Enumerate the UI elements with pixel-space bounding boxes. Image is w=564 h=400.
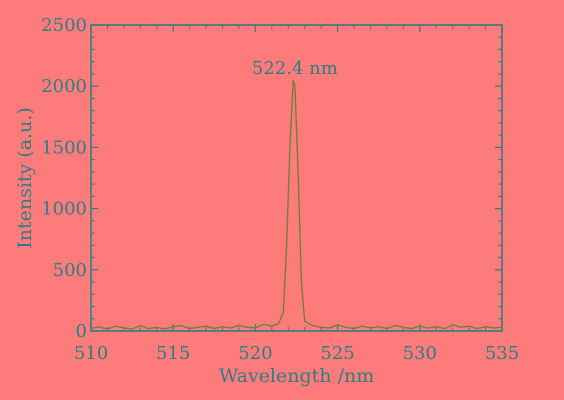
peak-annotation: 522.4 nm (252, 58, 338, 79)
y-tick-label: 1000 (41, 199, 87, 220)
x-tick-label: 530 (403, 343, 437, 364)
y-axis-title: Intensity (a.u.) (14, 107, 36, 249)
y-axis-tick-labels: 0 500 1000 1500 2000 2500 (41, 15, 87, 342)
y-axis-ticks (91, 24, 502, 332)
x-tick-label: 525 (320, 343, 354, 364)
x-axis-tick-labels: 510 515 520 525 530 535 (74, 343, 519, 364)
plot-frame (90, 24, 503, 332)
x-tick-label: 535 (485, 343, 519, 364)
x-tick-label: 510 (74, 343, 108, 364)
y-tick-label: 2500 (41, 15, 87, 36)
y-tick-label: 500 (53, 260, 87, 281)
y-tick-label: 2000 (41, 76, 87, 97)
y-tick-label: 1500 (41, 137, 87, 158)
x-tick-label: 520 (238, 343, 272, 364)
x-axis-title: Wavelength /nm (219, 365, 374, 387)
y-tick-label: 0 (76, 321, 87, 342)
spectrum-series-line (90, 79, 503, 330)
x-tick-label: 515 (156, 343, 190, 364)
